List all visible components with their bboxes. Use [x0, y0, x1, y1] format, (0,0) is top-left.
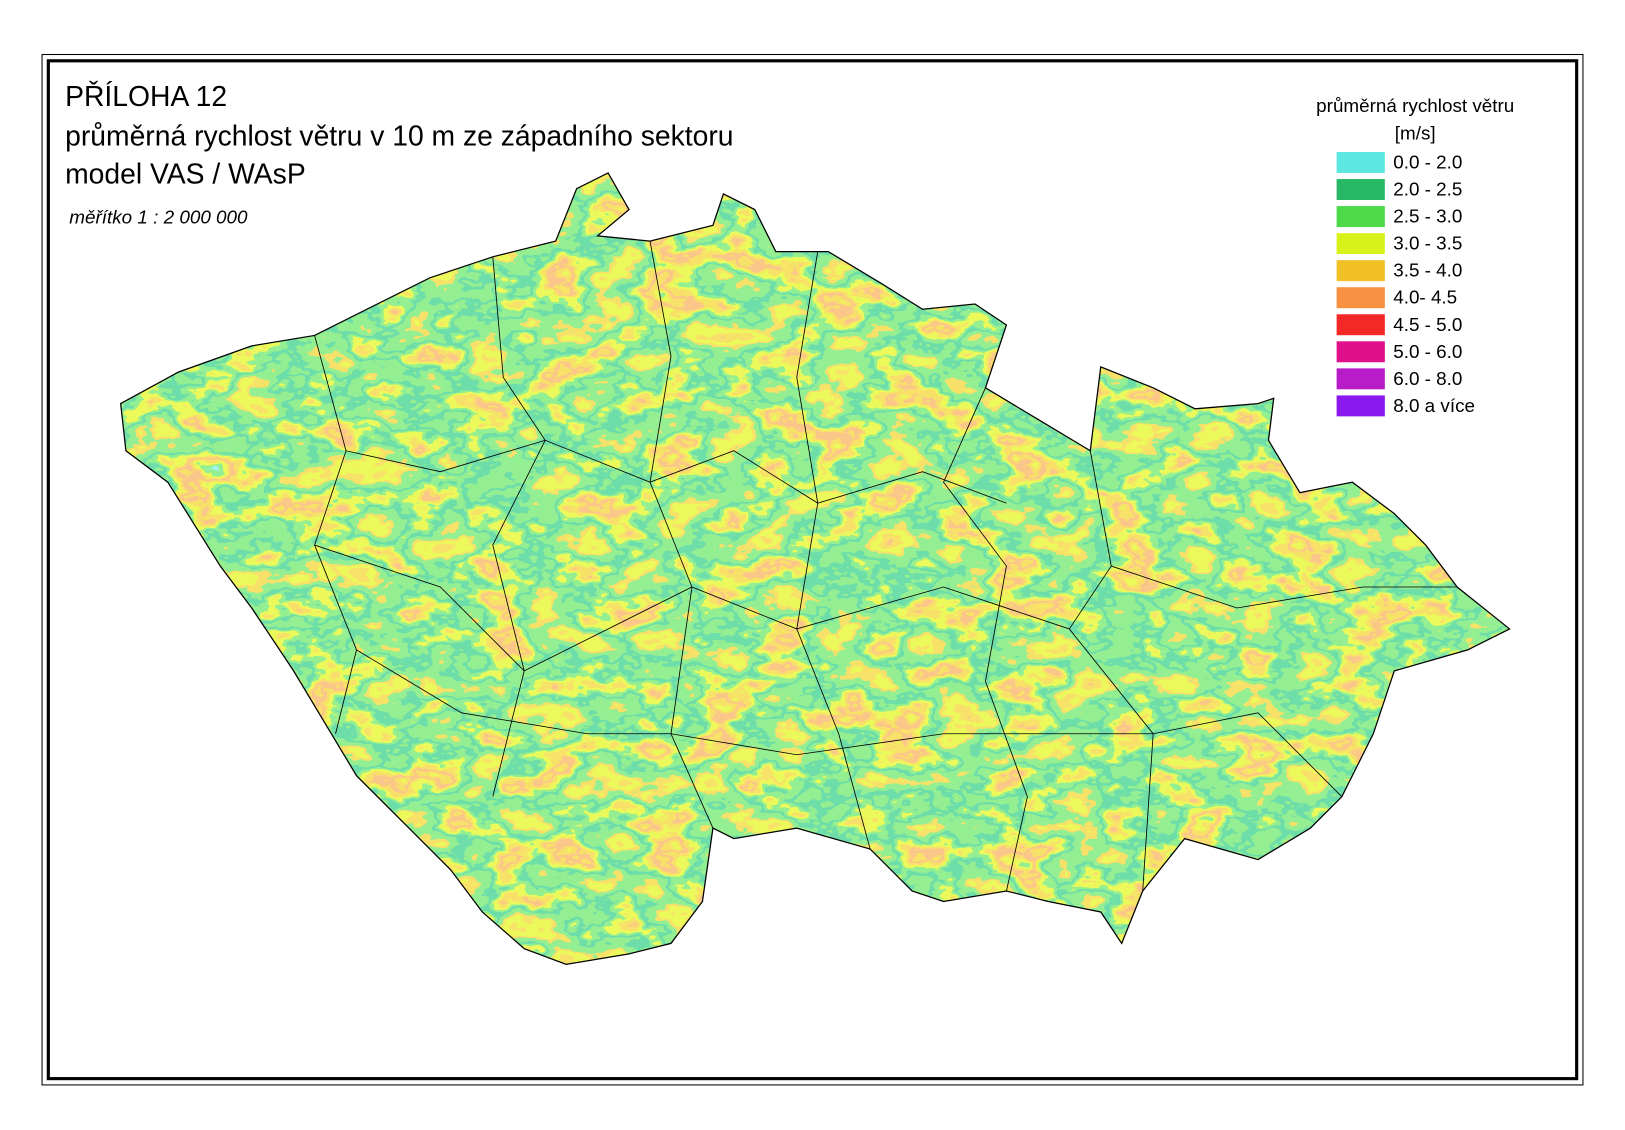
legend-swatch: [1336, 151, 1385, 173]
country-raster: [120, 172, 1510, 965]
legend-label: 2.5 - 3.0: [1393, 206, 1462, 227]
legend-swatch: [1336, 287, 1385, 309]
legend: průměrná rychlost větru [m/s] 0.0 - 2.0 2…: [1316, 95, 1514, 417]
region-borders: [314, 241, 1458, 892]
legend-swatch: [1336, 179, 1385, 201]
header: PŘÍLOHA 12 průměrná rychlost větru v 10 …: [65, 80, 733, 227]
legend-label: 0.0 - 2.0: [1393, 152, 1462, 173]
inner-frame: [46, 59, 1579, 1081]
legend-unit: [m/s]: [1395, 122, 1436, 143]
map-title: průměrná rychlost větru v 10 m ze západn…: [65, 120, 733, 152]
legend-label: 3.0 - 3.5: [1393, 233, 1462, 254]
legend-swatch: [1336, 206, 1385, 228]
legend-swatch: [1336, 260, 1385, 282]
legend-swatch: [1336, 395, 1385, 417]
legend-label: 6.0 - 8.0: [1393, 368, 1462, 389]
legend-label: 5.0 - 6.0: [1393, 341, 1462, 362]
legend-swatch: [1336, 368, 1385, 390]
map-scale: měřítko 1 : 2 000 000: [69, 206, 248, 227]
legend-label: 4.0- 4.5: [1393, 287, 1457, 308]
outer-frame: [41, 53, 1584, 1086]
legend-label: 3.5 - 4.0: [1393, 260, 1462, 281]
country-border: [119, 172, 1511, 966]
legend-label: 8.0 a více: [1393, 395, 1475, 416]
legend-swatch: [1336, 233, 1385, 255]
legend-swatch: [1336, 341, 1385, 363]
model-name: model VAS / WAsP: [65, 157, 306, 189]
wind-raster: [120, 172, 1510, 965]
legend-label: 2.0 - 2.5: [1393, 179, 1462, 200]
legend-title: průměrná rychlost větru: [1316, 95, 1514, 116]
sheet-label: PŘÍLOHA 12: [65, 80, 227, 112]
legend-label: 4.5 - 5.0: [1393, 314, 1462, 335]
legend-swatch: [1336, 314, 1385, 336]
